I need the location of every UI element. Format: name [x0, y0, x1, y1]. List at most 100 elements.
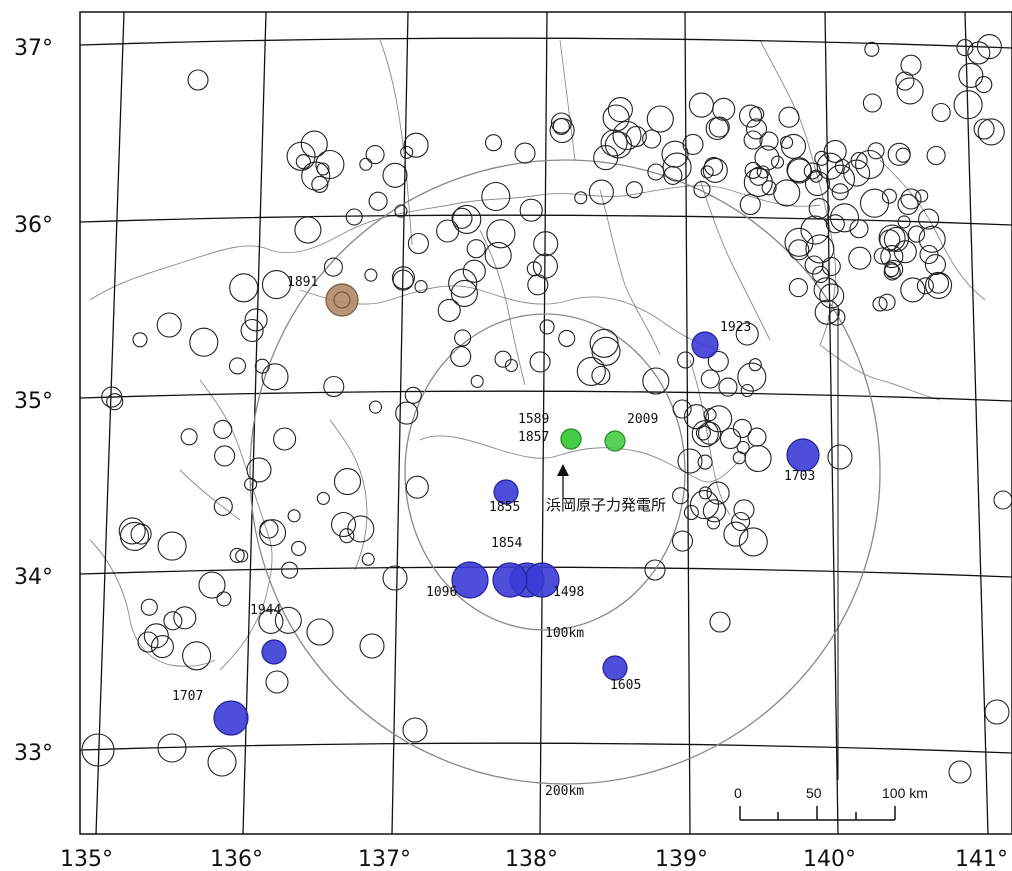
seismicity-circle	[137, 631, 159, 653]
seismicity-circle	[600, 129, 628, 157]
seismicity-circle	[189, 327, 219, 357]
seismicity-circle	[744, 444, 772, 473]
seismicity-circle	[316, 491, 330, 505]
seismicity-circle	[661, 140, 689, 168]
seismicity-circle	[706, 516, 721, 530]
seismicity-circle	[747, 427, 767, 447]
seismicity-circle	[737, 362, 767, 392]
seismicity-circle	[450, 279, 478, 307]
lon-label-135: 135°	[60, 847, 113, 871]
earthquake-year-1498: 1498	[553, 585, 584, 600]
seismicity-circle	[683, 504, 699, 521]
seismicity-circle	[786, 158, 813, 184]
seismicity-circle	[993, 490, 1012, 510]
seismicity-circle	[529, 351, 551, 373]
seismicity-circle	[804, 170, 831, 197]
seismicity-circle	[735, 322, 759, 346]
seismicity-circle	[368, 191, 388, 211]
lon-label-140: 140°	[803, 847, 856, 871]
lon-label-141: 141°	[955, 847, 1008, 871]
earthquake-1703	[786, 438, 820, 472]
seismicity-circle	[973, 118, 995, 140]
seismicity-circle	[773, 179, 801, 207]
seismicity-circle	[718, 377, 738, 397]
seismicity-circle	[118, 517, 146, 545]
seismicity-circle	[454, 329, 472, 347]
seismicity-circle	[672, 487, 690, 505]
plant-arrow-icon	[557, 464, 569, 476]
scale-label-50: 50	[806, 785, 822, 801]
seismicity-circle	[213, 419, 233, 439]
seismicity-circle	[831, 183, 849, 201]
nuclear-plant-marker: 浜岡原子力発電所	[546, 464, 666, 514]
graticule	[79, 11, 1012, 835]
seismicity-circle	[702, 157, 728, 183]
lat-label-37: 37°	[14, 36, 53, 61]
seismicity-circle	[382, 565, 408, 591]
seismicity-circle	[707, 350, 729, 372]
seismicity-circle	[407, 232, 429, 255]
seismicity-circle	[265, 670, 289, 694]
earthquake-year-1605: 1605	[610, 678, 641, 693]
seismicity-circle	[733, 499, 755, 521]
seismicity-circle	[106, 393, 124, 411]
earthquake-year-1857: 1857	[518, 430, 549, 445]
seismicity-circle	[400, 145, 414, 159]
seismicity-circle	[187, 69, 209, 91]
seismicity-circle	[927, 272, 950, 294]
seismicity-circle	[931, 102, 951, 123]
seismicity-circle	[550, 112, 572, 134]
seismicity-circle	[533, 231, 559, 257]
seismicity-circle	[140, 598, 158, 616]
seismicity-circle	[244, 477, 258, 491]
seismicity-circle	[788, 239, 810, 261]
seismicity-circle	[163, 611, 183, 631]
seismicity-circle	[258, 608, 284, 634]
seismicity-circle	[625, 181, 643, 199]
seismicity-circle	[712, 97, 736, 121]
seismicity-circle	[228, 357, 247, 375]
seismicity-circle	[450, 345, 472, 368]
seismicity-circle	[235, 549, 249, 563]
earthquake-year-1923: 1923	[720, 320, 751, 335]
seismicity-circle	[703, 408, 717, 422]
seismicity-circle	[404, 386, 422, 404]
seismicity-circle	[879, 229, 901, 251]
earthquake-year-labels: 1891 1923 1703 1589 1857 2009 1855 1854 1096 1498…	[172, 275, 815, 704]
seismicity-circle	[392, 269, 414, 291]
seismicity-circle	[662, 152, 692, 182]
seismicity-circle	[273, 427, 297, 451]
seismicity-circle	[873, 247, 891, 265]
seismicity-circle	[359, 633, 385, 659]
ring-200km	[249, 159, 881, 785]
seismicity-circle	[689, 490, 720, 520]
seismicity-circle	[591, 365, 611, 386]
seismicity-circle	[895, 71, 915, 91]
seismicity-circle	[709, 611, 731, 633]
seismicity-circle	[880, 245, 904, 269]
seismicity-circle	[819, 283, 845, 309]
earthquake-1857	[560, 428, 582, 450]
seismicity-circle	[897, 193, 919, 215]
seismicity-circle	[736, 440, 750, 455]
seismicity-circle	[743, 130, 763, 150]
seismicity-circle	[862, 93, 882, 113]
seismicity-circle	[683, 404, 710, 430]
seismicity-circle	[612, 120, 642, 151]
seismicity-circle	[702, 499, 726, 523]
seismicity-circle	[900, 188, 922, 210]
seismicity-circle	[240, 318, 264, 343]
ring-label-200km: 200km	[545, 784, 584, 799]
seismicity-circle	[814, 299, 840, 325]
lat-label-35: 35°	[14, 389, 53, 414]
seismicity-circle	[816, 152, 844, 180]
seismicity-circle	[364, 268, 378, 282]
seismicity-circle	[452, 204, 482, 234]
lat-label-36: 36°	[14, 213, 53, 238]
seismicity-circle	[883, 226, 909, 252]
earthquake-1605	[602, 655, 628, 681]
seismicity-circle	[470, 374, 484, 388]
seismicity-circle	[229, 547, 245, 563]
seismicity-circle	[743, 167, 773, 197]
seismicity-circle	[216, 591, 232, 607]
